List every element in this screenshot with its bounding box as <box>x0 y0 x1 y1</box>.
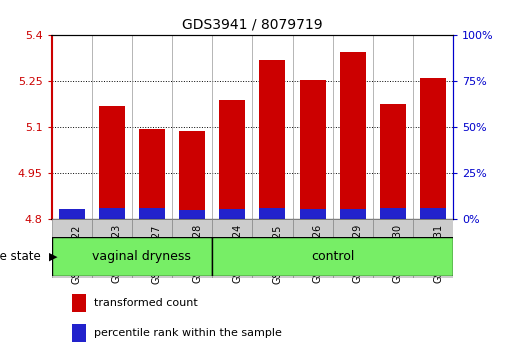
Text: GSM658731: GSM658731 <box>433 224 443 283</box>
Text: GSM658729: GSM658729 <box>353 224 363 284</box>
Bar <box>59 209 84 219</box>
Text: vaginal dryness: vaginal dryness <box>93 250 191 263</box>
Bar <box>179 210 205 219</box>
Bar <box>59 212 84 219</box>
Bar <box>252 219 293 278</box>
Bar <box>293 219 333 278</box>
Bar <box>172 219 212 278</box>
Bar <box>219 209 245 219</box>
Bar <box>132 219 172 278</box>
Text: disease state: disease state <box>0 250 41 263</box>
Text: GSM658723: GSM658723 <box>112 224 122 284</box>
Text: GSM658730: GSM658730 <box>393 224 403 283</box>
Bar <box>420 78 446 219</box>
Bar <box>212 219 252 278</box>
Bar <box>260 209 285 219</box>
Bar <box>340 209 366 219</box>
Bar <box>139 209 165 219</box>
Text: GSM658728: GSM658728 <box>192 224 202 284</box>
Bar <box>340 52 366 219</box>
Bar <box>139 129 165 219</box>
Text: GSM658726: GSM658726 <box>313 224 322 284</box>
Bar <box>99 106 125 219</box>
Bar <box>99 209 125 219</box>
Bar <box>420 209 446 219</box>
Text: ▶: ▶ <box>49 252 58 262</box>
Bar <box>179 131 205 219</box>
Bar <box>380 104 406 219</box>
Text: control: control <box>311 250 354 263</box>
Bar <box>413 219 453 278</box>
Text: percentile rank within the sample: percentile rank within the sample <box>94 328 282 338</box>
Bar <box>212 237 453 276</box>
Bar <box>72 324 85 342</box>
Text: transformed count: transformed count <box>94 298 197 308</box>
Bar <box>333 219 373 278</box>
Text: GSM658725: GSM658725 <box>272 224 282 284</box>
Bar <box>300 80 325 219</box>
Title: GDS3941 / 8079719: GDS3941 / 8079719 <box>182 17 323 32</box>
Text: GSM658727: GSM658727 <box>152 224 162 284</box>
Text: GSM658722: GSM658722 <box>72 224 81 284</box>
Bar <box>219 100 245 219</box>
Bar <box>380 209 406 219</box>
Bar <box>260 60 285 219</box>
Bar <box>52 219 92 278</box>
Bar <box>373 219 413 278</box>
Bar <box>52 237 212 276</box>
Bar <box>72 294 85 312</box>
Bar <box>300 209 325 219</box>
Bar <box>92 219 132 278</box>
Text: GSM658724: GSM658724 <box>232 224 242 284</box>
